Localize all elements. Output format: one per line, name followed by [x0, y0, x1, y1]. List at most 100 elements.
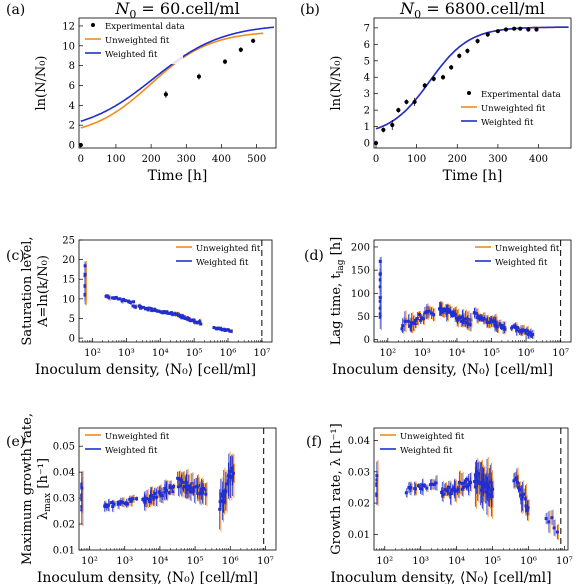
weighted-point [440, 307, 444, 311]
data-point [449, 65, 454, 70]
y-tick-label: 1 [364, 122, 370, 133]
weighted-point [479, 488, 483, 492]
y-tick-label: 0 [69, 141, 75, 152]
weighted-point [406, 319, 410, 323]
weighted-point [152, 495, 156, 499]
title-rest: = 6800.cell/ml [421, 0, 545, 18]
weighted-point [444, 309, 448, 313]
weighted-point [133, 305, 137, 309]
weighted-point [143, 306, 147, 310]
weighted-point [456, 487, 460, 491]
weighted-point [410, 321, 414, 325]
weighted-point [453, 489, 457, 493]
data-point [503, 27, 509, 32]
weighted-point [121, 500, 125, 504]
data-point [238, 47, 243, 52]
weighted-point [484, 485, 488, 489]
weighted-point [494, 321, 498, 325]
weighted-point [516, 480, 520, 484]
legend-label: Unweighted fit [105, 432, 170, 442]
data-point [422, 83, 427, 88]
x-tick-label: 300 [177, 154, 196, 165]
y-tick-label: 100 [351, 289, 370, 300]
panel-1: (b) N0 = 6800.cell/ml0 100 200 300 4000123456… [300, 0, 572, 184]
y-tick-label: 0.05 [53, 442, 75, 453]
legend-label: Weighted fit [196, 258, 249, 268]
y-label-main: Growth rate, λ [h⁻¹] [329, 423, 344, 554]
y-tick-label: 3 [364, 89, 370, 100]
y-tick-label: 0 [364, 335, 370, 346]
weighted-point [432, 313, 436, 317]
x-tick-label: 10² [376, 556, 393, 567]
weighted-point [464, 479, 468, 483]
panel-label: (d) [304, 248, 324, 264]
weighted-point [525, 508, 529, 512]
weighted-point [483, 481, 487, 485]
y-axis-label: ln(N/N₀) [34, 55, 49, 110]
panel-title: N0 = 6800.cell/ml [399, 0, 545, 21]
weighted-point [378, 259, 382, 263]
y-tick-label: 12 [62, 21, 75, 32]
weighted-point [184, 482, 188, 486]
legend-label: Unweighted fit [196, 244, 261, 254]
weighted-point [477, 474, 481, 478]
y-tick-label: 200 [351, 242, 370, 253]
weighted-point [106, 503, 110, 507]
title-n: N [114, 0, 130, 18]
weighted-point [448, 492, 452, 496]
x-tick-label: 10³ [414, 348, 431, 359]
weighted-point [469, 318, 473, 322]
weighted-point [467, 483, 471, 487]
weighted-point [409, 486, 413, 490]
weighted-point [409, 323, 413, 327]
weighted-point [482, 316, 486, 320]
axes-frame [373, 427, 569, 551]
data-point [381, 127, 386, 132]
weighted-point [442, 307, 446, 311]
data-point [374, 140, 379, 146]
panel-label: (f) [306, 434, 322, 450]
weighted-point [165, 488, 169, 492]
y-axis-label-2: A=ln(k/N₀) [36, 255, 51, 328]
weighted-point [231, 474, 235, 478]
weighted-point [198, 491, 202, 495]
plot-area [83, 261, 233, 334]
weighted-point [229, 329, 233, 333]
weighted-point [473, 311, 477, 315]
data-point [163, 92, 168, 97]
weighted-point [223, 328, 227, 332]
x-tick-label: 10⁷ [556, 556, 573, 567]
weighted-point [430, 311, 434, 315]
weighted-point [131, 304, 135, 308]
weighted-point [146, 308, 150, 312]
weighted-point [414, 318, 418, 322]
weighted-point [218, 500, 222, 504]
data-point [404, 99, 409, 105]
panel-label: (b) [300, 2, 320, 18]
weighted-point [168, 484, 172, 488]
weighted-point [153, 492, 157, 496]
x-tick-label: 300 [488, 154, 507, 165]
weighted-point [445, 489, 449, 493]
weighted-point [404, 491, 408, 495]
weighted-point [378, 296, 382, 300]
weighted-point [430, 482, 434, 486]
data-point [390, 122, 395, 128]
weighted-point [487, 492, 491, 496]
weighted-point [488, 480, 492, 484]
weighted-point [149, 307, 153, 311]
weighted-point [195, 485, 199, 489]
y-tick-label: 0.02 [53, 520, 75, 531]
weighted-point [112, 502, 116, 506]
weighted-point [173, 312, 177, 316]
y-axis-label: Lag time, tlag [h] [329, 237, 346, 345]
y-tick-label: 10 [62, 41, 75, 52]
x-axis-label: Time [h] [443, 168, 503, 184]
y-label-sub: max [43, 493, 53, 512]
y-label-main: λ [36, 512, 51, 520]
y-tick-label: 5 [69, 314, 75, 325]
plot-area [378, 256, 535, 340]
weighted-point [452, 487, 456, 491]
weighted-point [150, 309, 154, 313]
